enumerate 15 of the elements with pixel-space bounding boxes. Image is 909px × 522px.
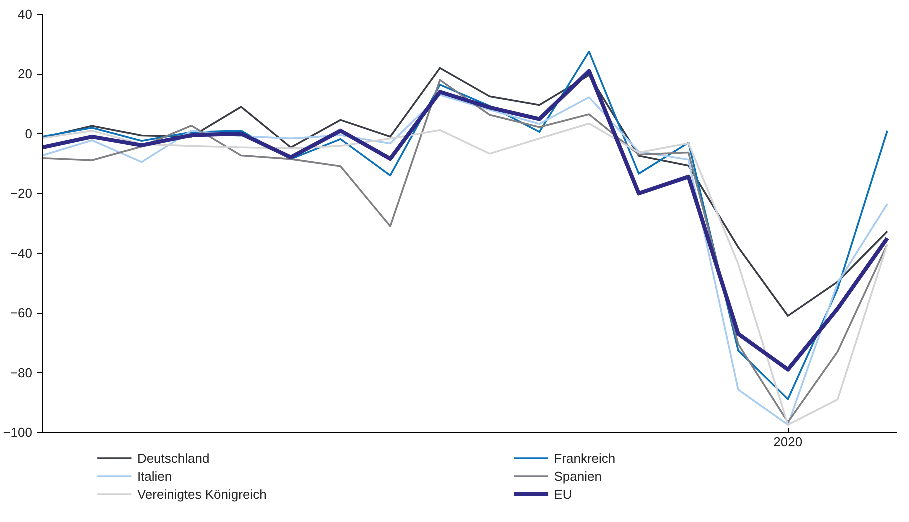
legend-label: Italien <box>137 469 172 484</box>
legend-label: EU <box>554 487 572 502</box>
y-tick-label: 0 <box>25 126 33 142</box>
y-tick-label: −40 <box>10 246 33 261</box>
y-tick-label: −100 <box>3 425 33 440</box>
legend-label: Deutschland <box>137 451 210 466</box>
y-tick-label: −20 <box>10 186 33 202</box>
y-tick-label: −80 <box>10 365 33 380</box>
legend-label: Vereinigtes Königreich <box>137 487 267 502</box>
x-tick-label: 2020 <box>774 434 803 450</box>
y-tick-label: 20 <box>18 66 33 82</box>
y-tick-label: 40 <box>18 7 33 22</box>
y-tick-label: −60 <box>10 306 33 321</box>
legend-label: Spanien <box>554 469 602 484</box>
legend-label: Frankreich <box>554 451 616 466</box>
